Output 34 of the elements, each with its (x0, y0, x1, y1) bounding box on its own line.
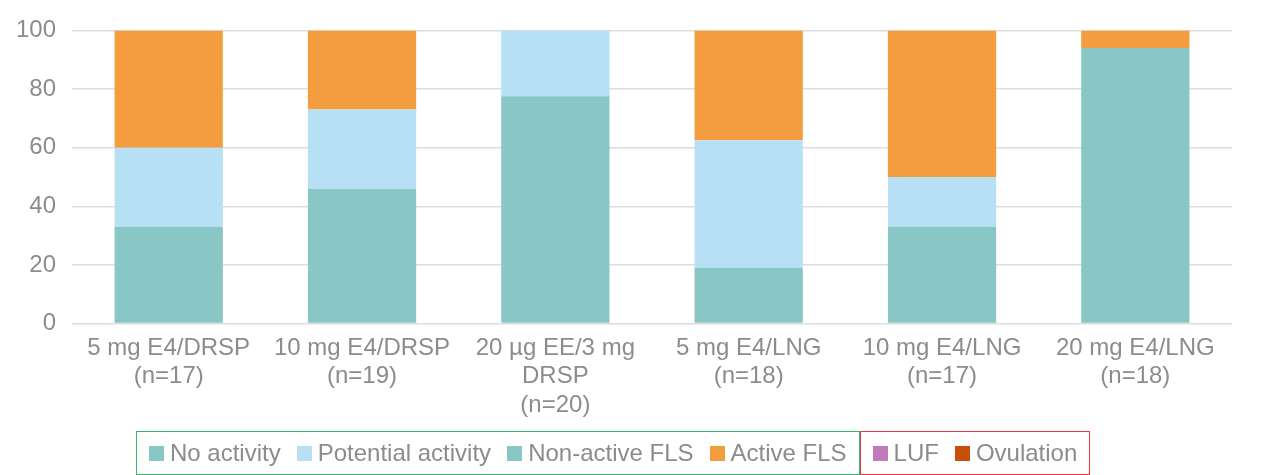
bar (694, 267, 803, 323)
bar (887, 177, 997, 227)
bar (114, 30, 223, 148)
y-tick-label: 100 (16, 15, 57, 43)
bar (501, 30, 610, 97)
x-tick-label: 20 mg E4/LNG (n=18) (1055, 332, 1215, 389)
bar (501, 96, 610, 323)
x-tick-label: 10 mg E4/DRSP (n=19) (273, 332, 451, 389)
bar (114, 226, 223, 323)
x-tick-label: 5 mg E4/DRSP (n=17) (87, 332, 251, 389)
x-tick-label: 5 mg E4/LNG (n=18) (675, 332, 822, 389)
legend-label: Non-active FLS (528, 439, 694, 467)
bar (1081, 47, 1190, 323)
x-tick-label: 10 mg E4/LNG (n=17) (862, 332, 1022, 389)
y-tick-label: 40 (29, 190, 57, 218)
bar (307, 109, 417, 189)
y-tick-label: 80 (29, 73, 57, 101)
x-tick-label: 20 µg EE/3 mg DRSP (n=20) (475, 332, 635, 418)
legend-label: No activity (170, 439, 281, 467)
legend-label: Active FLS (730, 439, 847, 467)
bar (1081, 30, 1190, 48)
bar (307, 188, 417, 323)
y-tick-label: 20 (29, 249, 57, 277)
bar (887, 226, 997, 323)
legend-label: Ovulation (975, 439, 1078, 467)
bar (887, 30, 997, 177)
legend-label: Potential activity (317, 439, 492, 467)
bar (307, 30, 417, 110)
y-tick-label: 0 (42, 308, 57, 336)
bar (694, 30, 803, 141)
bar (694, 140, 803, 268)
bar (114, 147, 223, 227)
legend-label: LUF (893, 439, 939, 467)
y-tick-label: 60 (29, 132, 57, 160)
